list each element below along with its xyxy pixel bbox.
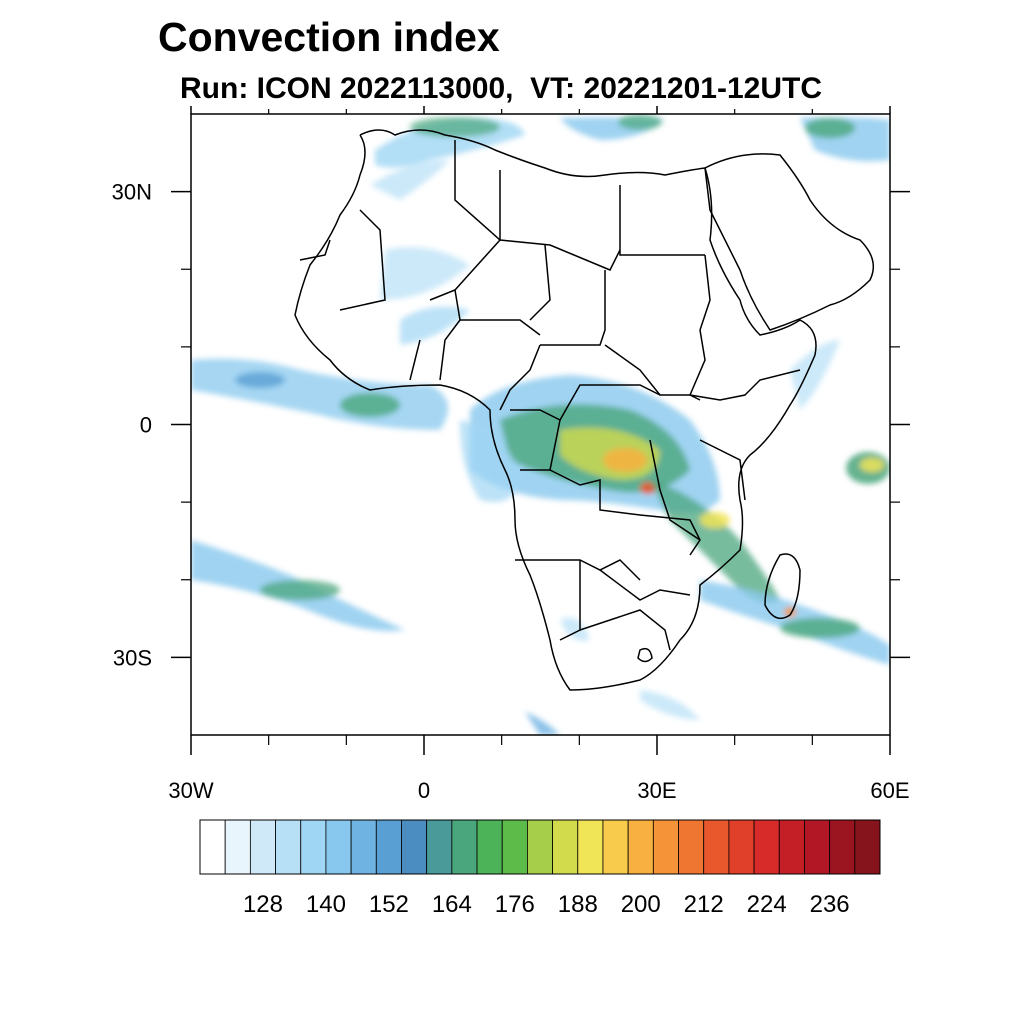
colorbar-label: 128: [243, 891, 283, 918]
colorbar-swatch: [249, 819, 276, 875]
colorbar-swatch: [778, 819, 805, 875]
colorbar-swatch: [627, 819, 654, 875]
axis-ticks: 30W 0 30E 60E 30N 0 30S: [112, 106, 910, 803]
colorbar-label: 200: [621, 891, 661, 918]
colorbar-swatch: [602, 819, 629, 875]
colorbar-swatch: [199, 819, 226, 875]
lat-tick-label: 0: [140, 413, 152, 438]
lon-tick-label: 0: [418, 778, 430, 803]
colorbar-swatch: [854, 819, 881, 875]
colorbar-swatch: [375, 819, 402, 875]
colorbar-swatch: [275, 819, 302, 875]
colorbar-swatch: [300, 819, 327, 875]
colorbar-label: 212: [684, 891, 724, 918]
colorbar-label: 140: [306, 891, 346, 918]
colorbar-label: 176: [495, 891, 535, 918]
lon-tick-label: 60E: [870, 778, 909, 803]
colorbar-swatch: [728, 819, 755, 875]
colorbar-swatch: [426, 819, 453, 875]
plot-subtitle: Run: ICON 2022113000, VT: 20221201-12UTC: [180, 72, 822, 105]
colorbar-swatch: [476, 819, 503, 875]
colorbar-swatch: [401, 819, 428, 875]
plot-title: Convection index: [158, 14, 500, 60]
lat-tick-label: 30S: [113, 645, 152, 670]
colorbar-label: 188: [558, 891, 598, 918]
colorbar-swatch: [652, 819, 679, 875]
colorbar-swatch: [350, 819, 377, 875]
colorbar-swatch: [224, 819, 251, 875]
colorbar-swatch: [753, 819, 780, 875]
colorbar-swatch: [804, 819, 831, 875]
colorbar-label: 164: [432, 891, 472, 918]
convection-field: [191, 114, 890, 735]
colorbar-swatch: [829, 819, 856, 875]
lon-tick-label: 30W: [168, 778, 213, 803]
colorbar-swatch: [325, 819, 352, 875]
colorbar-swatch: [703, 819, 730, 875]
coastlines: [294, 129, 875, 691]
colorbar: 128 140 152 164 176 188 200 212 224 236: [199, 819, 881, 918]
colorbar-swatch: [678, 819, 705, 875]
colorbar-frame: [199, 819, 881, 875]
colorbar-swatch: [577, 819, 604, 875]
colorbar-label: 224: [747, 891, 787, 918]
lon-tick-label: 30E: [637, 778, 676, 803]
colorbar-swatch: [451, 819, 478, 875]
colorbar-label: 152: [369, 891, 409, 918]
colorbar-label: 236: [810, 891, 850, 918]
colorbar-swatch: [527, 819, 553, 875]
colorbar-swatch: [552, 819, 579, 875]
colorbar-swatch: [501, 819, 528, 875]
lat-tick-label: 30N: [112, 180, 152, 205]
